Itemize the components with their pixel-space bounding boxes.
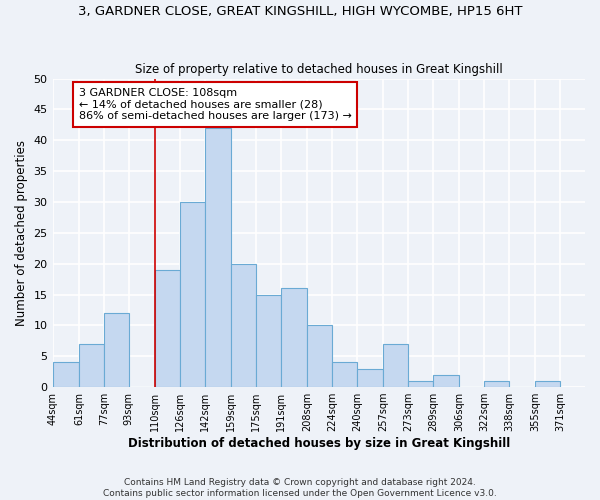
Text: 3, GARDNER CLOSE, GREAT KINGSHILL, HIGH WYCOMBE, HP15 6HT: 3, GARDNER CLOSE, GREAT KINGSHILL, HIGH … (78, 5, 522, 18)
Y-axis label: Number of detached properties: Number of detached properties (15, 140, 28, 326)
Bar (535, 381, 560, 387)
Bar (307, 326, 332, 387)
Bar (484, 381, 509, 387)
Bar (180, 202, 205, 387)
Bar (104, 313, 128, 387)
X-axis label: Distribution of detached houses by size in Great Kingshill: Distribution of detached houses by size … (128, 437, 510, 450)
Bar (79, 344, 104, 387)
Text: 3 GARDNER CLOSE: 108sqm
← 14% of detached houses are smaller (28)
86% of semi-de: 3 GARDNER CLOSE: 108sqm ← 14% of detache… (79, 88, 352, 121)
Bar (383, 344, 408, 387)
Bar (231, 264, 256, 387)
Text: Contains HM Land Registry data © Crown copyright and database right 2024.
Contai: Contains HM Land Registry data © Crown c… (103, 478, 497, 498)
Bar (332, 362, 357, 387)
Bar (408, 381, 433, 387)
Title: Size of property relative to detached houses in Great Kingshill: Size of property relative to detached ho… (135, 63, 503, 76)
Bar (256, 294, 281, 387)
Bar (53, 362, 79, 387)
Bar (433, 374, 459, 387)
Bar (357, 368, 383, 387)
Bar (205, 128, 231, 387)
Bar (155, 270, 180, 387)
Bar (281, 288, 307, 387)
